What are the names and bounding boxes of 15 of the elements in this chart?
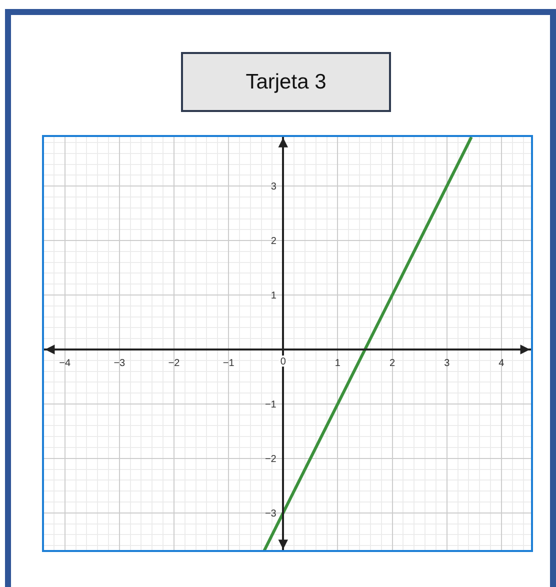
y-tick-label: 3 <box>270 182 277 193</box>
y-tick-label: −1 <box>264 399 277 410</box>
y-tick-label: 2 <box>270 236 277 248</box>
x-tick-label: 1 <box>334 358 341 370</box>
x-tick-label: 4 <box>498 358 505 370</box>
chart-title: Tarjeta 3 <box>246 70 326 94</box>
x-tick-label: 3 <box>444 358 450 370</box>
x-tick-label: −3 <box>114 358 126 370</box>
x-tick-label: −2 <box>168 358 180 370</box>
y-tick-label: 1 <box>270 290 277 302</box>
x-tick-label: −1 <box>222 358 235 370</box>
x-tick-label: 2 <box>390 358 396 370</box>
y-tick-label: −3 <box>264 508 277 520</box>
y-tick-label: −2 <box>264 454 277 465</box>
x-tick-label: −4 <box>59 358 71 370</box>
